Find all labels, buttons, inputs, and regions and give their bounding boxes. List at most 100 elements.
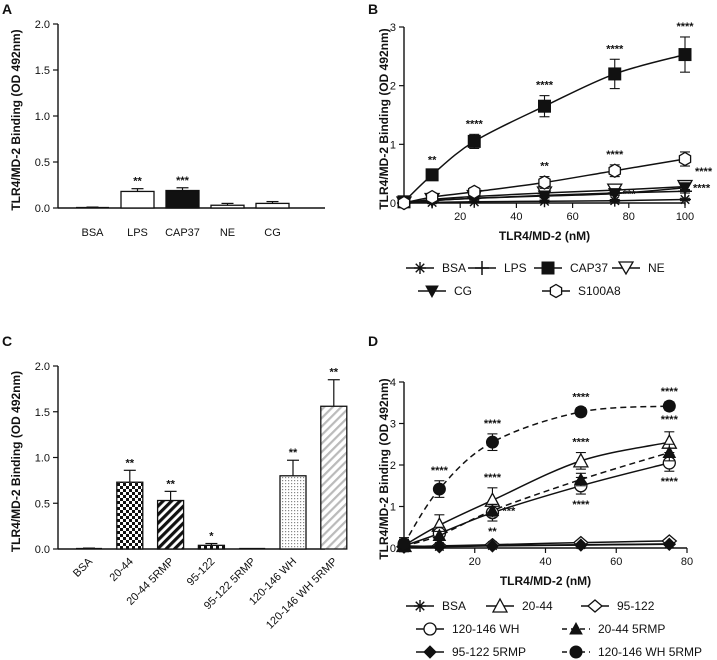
data-point-square <box>538 99 551 113</box>
legend-label: 120-146 WH 5RMP <box>598 645 702 659</box>
significance-label: **** <box>484 418 502 430</box>
data-point-hexagon-open <box>425 189 439 205</box>
data-point-triangle-down <box>537 190 552 204</box>
significance-label: *** <box>502 506 516 518</box>
panel-c-letter: C <box>2 333 12 349</box>
panel-d-x-axis-title: TLR4/MD-2 (nM) <box>500 574 591 588</box>
bar <box>116 481 144 550</box>
data-point-diamond <box>485 539 500 553</box>
significance-label: **** <box>693 183 711 195</box>
series-line <box>403 405 670 545</box>
panel-c-y-tick-label: 1.5 <box>35 407 50 419</box>
significance-label: **** <box>572 437 590 449</box>
series-line <box>403 441 670 547</box>
panel-d-x-tick-label: 40 <box>539 556 551 568</box>
panel-a: A 0.0 0.5 1.0 1.5 2.0 TLR4/MD-2 Binding (OD 49… <box>2 1 325 239</box>
category-label: LPS <box>127 227 148 239</box>
data-point-circle <box>569 645 583 659</box>
series-cap37: ****************** <box>397 21 694 209</box>
panel-d-legend: BSA 20-44 95-122 120-146 WH 20-44 5RMP 95-122… <box>406 597 702 659</box>
legend-label: 20-44 <box>522 599 553 613</box>
bar <box>255 202 290 209</box>
data-point-diamond <box>662 537 677 551</box>
data-point-square <box>541 261 555 275</box>
data-point-triangle <box>485 503 500 517</box>
panel-c-y-tick-label: 2.0 <box>35 361 50 373</box>
bar <box>320 405 348 550</box>
panel-c-y-axis-title: TLR4/MD-2 Binding (OD 492nm) <box>9 371 23 552</box>
legend-label: 95-122 <box>617 599 655 613</box>
data-point-hexagon-open <box>467 184 481 200</box>
category-label: BSA <box>81 227 104 239</box>
data-point-asterisk <box>414 262 426 274</box>
data-point-triangle <box>574 472 588 486</box>
panel-c: C 0.0 0.5 1.0 1.5 2.0 TLR4/MD-2 Binding (OD 49… <box>2 333 348 632</box>
significance-label: **** <box>661 414 679 426</box>
data-point-triangle-down-open <box>617 261 635 276</box>
bar <box>156 499 185 550</box>
significance-label: ** <box>166 478 175 490</box>
series-95-122-5rmp <box>397 537 677 554</box>
panel-c-y-tick-label: 0.5 <box>35 498 50 510</box>
data-point-diamond <box>574 538 588 552</box>
data-point-triangle <box>662 445 677 459</box>
data-point-circle <box>432 482 446 496</box>
data-point-triangle-down <box>678 182 692 195</box>
panel-b-x-tick-label: 40 <box>510 211 522 223</box>
bar <box>210 204 245 209</box>
panel-b-x-tick-label: 20 <box>454 211 466 223</box>
panel-b-x-tick-label: 60 <box>566 211 578 223</box>
data-point-hexagon-open <box>608 163 622 178</box>
panel-d-x-tick-label: 80 <box>681 556 693 568</box>
panel-a-letter: A <box>2 1 12 17</box>
data-point-diamond <box>432 540 447 554</box>
panel-b-x-tick-label: 100 <box>676 211 694 223</box>
panel-c-y-tick-label: 1.0 <box>35 453 50 465</box>
significance-label: **** <box>676 21 694 33</box>
significance-label: **** <box>606 149 624 161</box>
series-line <box>403 451 670 547</box>
category-label: NE <box>220 227 235 239</box>
panel-d-x-tick-label: 20 <box>469 556 481 568</box>
data-point-circle-open <box>423 622 437 636</box>
data-point-square <box>608 67 622 81</box>
data-point-diamond <box>423 645 437 659</box>
series-120-146-wh-5rmp: **** **** **** **** <box>397 386 679 551</box>
significance-label: **** <box>572 499 590 511</box>
panel-a-y-tick-label: 0.0 <box>35 203 50 215</box>
panel-c-y-tick-label: 0.0 <box>35 544 50 556</box>
significance-label: **** <box>606 43 624 55</box>
data-point-hexagon-open <box>538 175 551 190</box>
panel-a-y-axis-title: TLR4/MD-2 Binding (OD 492nm) <box>9 29 23 210</box>
significance-label: **** <box>695 166 713 178</box>
panel-a-y-tick-label: 1.5 <box>35 65 50 77</box>
panel-b-y-tick-label: 0 <box>390 198 396 210</box>
panel-b-x-axis-title: TLR4/MD-2 (nM) <box>499 229 590 243</box>
significance-label: ** <box>133 176 142 188</box>
asterisk-stroke <box>415 263 425 273</box>
panel-b-y-tick-label: 3 <box>390 22 396 34</box>
legend-label: BSA <box>442 261 466 275</box>
panel-b-letter: B <box>368 1 378 17</box>
panel-d-y-tick-label: 0 <box>390 543 396 555</box>
panel-b-y-axis-title: TLR4/MD-2 Binding (OD 492nm) <box>377 28 391 209</box>
asterisk-stroke <box>415 601 425 611</box>
legend-label: LPS <box>504 261 527 275</box>
category-label: 20-44 <box>108 556 136 584</box>
data-point-triangle-down <box>425 285 439 299</box>
panel-a-y-tick-label: 1.0 <box>35 111 50 123</box>
significance-label: **** <box>431 465 449 477</box>
data-point-square <box>467 134 481 148</box>
bar <box>279 475 307 550</box>
panel-d-y-tick-label: 3 <box>390 419 396 431</box>
panel-b-x-tick-label: 80 <box>623 211 635 223</box>
legend-label: 120-146 WH <box>452 622 519 636</box>
significance-label: **** <box>572 392 590 404</box>
data-point-square <box>678 48 692 62</box>
legend-label: S100A8 <box>578 284 621 298</box>
panel-d-y-tick-label: 1 <box>390 502 396 514</box>
data-point-hexagon-open <box>678 151 692 167</box>
data-point-triangle <box>569 621 583 635</box>
data-point-triangle-down <box>607 188 622 201</box>
